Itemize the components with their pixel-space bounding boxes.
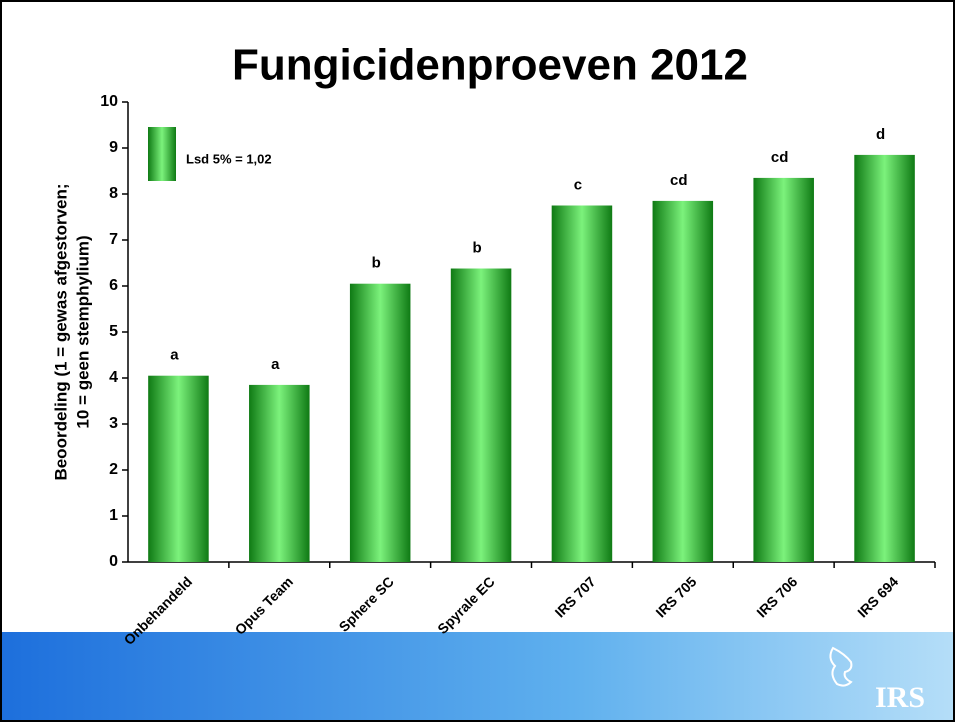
y-tick-label: 5 — [109, 323, 118, 340]
y-tick-label: 9 — [109, 139, 118, 156]
y-tick-label: 3 — [109, 415, 118, 432]
y-axis-label: Beoordeling (1 = gewas afgestorven; 10 =… — [51, 183, 92, 480]
bar — [854, 154, 915, 562]
bar — [349, 283, 411, 562]
chart-title: Fungicidenproeven 2012 — [232, 41, 748, 90]
bar-letter: b — [372, 255, 381, 272]
logo-text: IRS — [875, 681, 925, 714]
legend-text: Lsd 5% = 1,02 — [186, 151, 272, 166]
bar-letter: c — [574, 176, 582, 193]
y-axis-label-line: Beoordeling (1 = gewas afgestorven; — [51, 183, 70, 480]
bar — [652, 200, 714, 562]
legend-swatch — [148, 127, 176, 181]
bar-letter: d — [876, 126, 885, 143]
bar — [753, 177, 814, 562]
bar-letter: a — [271, 356, 280, 373]
y-tick-label: 1 — [109, 507, 118, 524]
y-tick-label: 8 — [109, 185, 118, 202]
bar — [551, 205, 613, 562]
footer-band — [0, 632, 955, 722]
bar — [249, 384, 310, 562]
y-tick-label: 0 — [109, 553, 118, 570]
y-tick-label: 4 — [109, 369, 118, 386]
bar-letter: cd — [670, 172, 688, 189]
y-tick-label: 2 — [109, 461, 118, 478]
y-tick-label: 7 — [109, 231, 118, 248]
bar-letter: a — [170, 347, 179, 364]
bar-letter: cd — [771, 149, 789, 166]
y-tick-label: 10 — [100, 93, 118, 110]
bar-letter: b — [472, 239, 481, 256]
y-tick-label: 6 — [109, 277, 118, 294]
bar — [148, 375, 209, 562]
y-axis-label-line: 10 = geen stemphylium) — [73, 235, 92, 428]
bar — [450, 268, 512, 562]
logo-icon — [829, 646, 853, 687]
